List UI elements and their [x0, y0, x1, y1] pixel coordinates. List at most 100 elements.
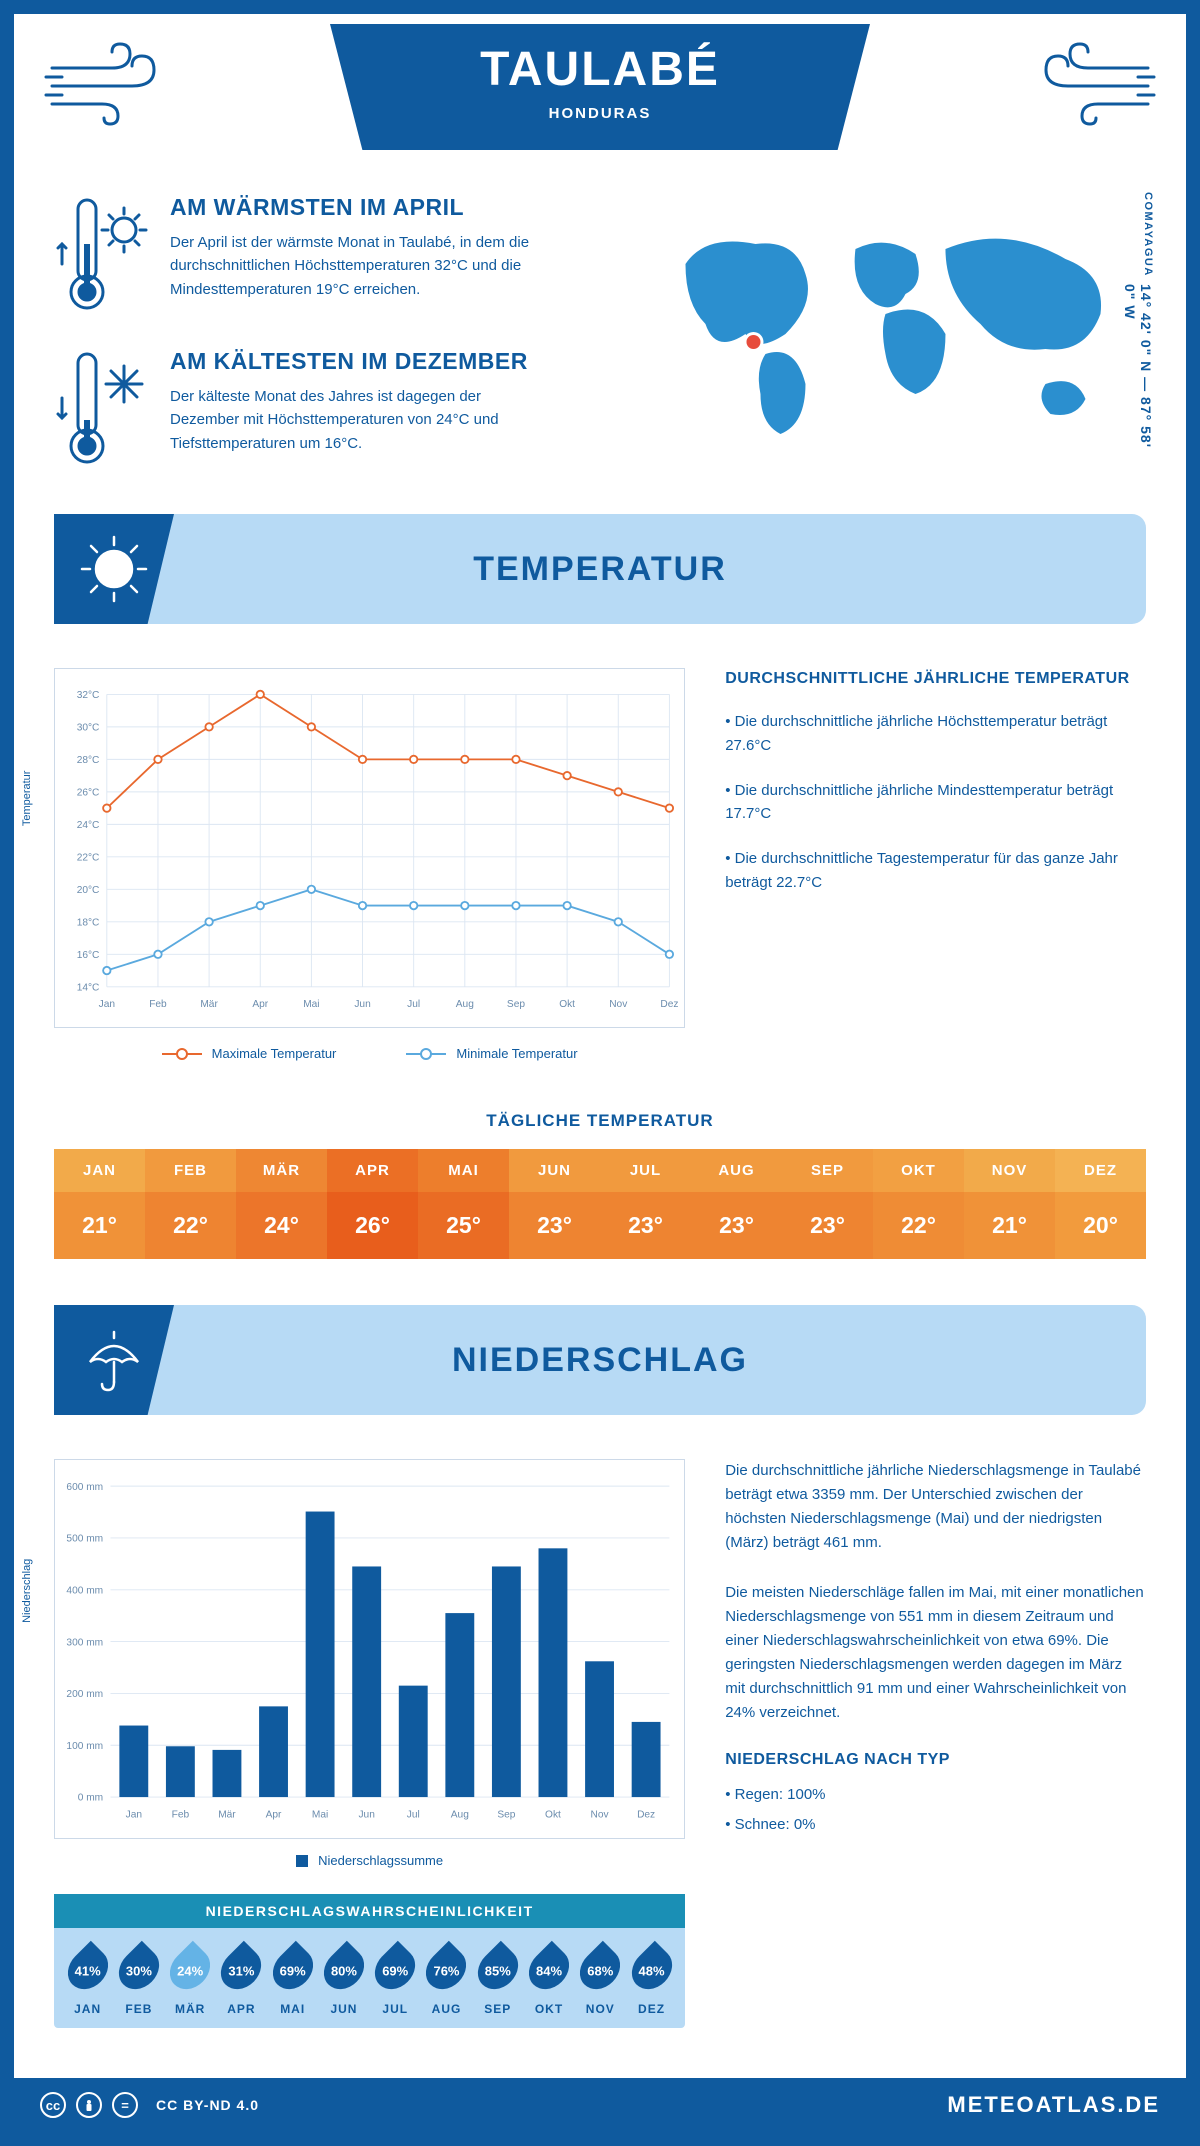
probability-box: NIEDERSCHLAGSWAHRSCHEINLICHKEIT 41% JAN … [54, 1894, 685, 2028]
month-cell: JUL 23° [600, 1149, 691, 1259]
svg-text:Okt: Okt [545, 1809, 561, 1820]
svg-text:22°C: 22°C [77, 853, 100, 864]
month-cell: DEZ 20° [1055, 1149, 1146, 1259]
svg-text:28°C: 28°C [77, 755, 100, 766]
section-bar-temp: TEMPERATUR [54, 514, 1146, 624]
cold-text: AM KÄLTESTEN IM DEZEMBER Der kälteste Mo… [170, 348, 550, 468]
svg-text:Sep: Sep [497, 1809, 515, 1820]
temp-text: DURCHSCHNITTLICHE JÄHRLICHE TEMPERATUR •… [725, 668, 1146, 1061]
warm-block: AM WÄRMSTEN IM APRIL Der April ist der w… [54, 194, 605, 314]
precip-legend: Niederschlagssumme [54, 1853, 685, 1868]
prob-cell: 80% JUN [318, 1942, 369, 2016]
warm-title: AM WÄRMSTEN IM APRIL [170, 194, 550, 221]
coordinates: 14° 42' 0" N — 87° 58' 0" W [1122, 284, 1154, 468]
prob-cell: 69% MAI [267, 1942, 318, 2016]
temp-area: Temperatur 14°C16°C18°C20°C22°C24°C26°C2… [14, 624, 1186, 1085]
map-block: COMAYAGUA 14° 42' 0" N — 87° 58' 0" W [645, 194, 1146, 468]
svg-text:Jan: Jan [99, 999, 115, 1010]
svg-text:14°C: 14°C [77, 982, 100, 993]
svg-text:Jun: Jun [358, 1809, 374, 1820]
svg-text:Feb: Feb [172, 1809, 190, 1820]
month-cell: JUN 23° [509, 1149, 600, 1259]
prob-cell: 48% DEZ [626, 1942, 677, 2016]
svg-text:Okt: Okt [559, 999, 575, 1010]
nd-icon: = [112, 2092, 138, 2118]
prob-cell: 30% FEB [113, 1942, 164, 2016]
prob-cell: 31% APR [216, 1942, 267, 2016]
city-name: TAULABÉ [430, 42, 770, 97]
prob-cell: 76% AUG [421, 1942, 472, 2016]
month-cell: JAN 21° [54, 1149, 145, 1259]
precip-area: Niederschlag 0 mm100 mm200 mm300 mm400 m… [14, 1415, 1186, 2058]
svg-text:Apr: Apr [266, 1809, 282, 1820]
month-cell: AUG 23° [691, 1149, 782, 1259]
month-cell: NOV 21° [964, 1149, 1055, 1259]
svg-text:Feb: Feb [149, 999, 167, 1010]
avg-p2: • Die durchschnittliche jährliche Mindes… [725, 779, 1146, 826]
svg-text:20°C: 20°C [77, 885, 100, 896]
world-map-icon [645, 194, 1146, 454]
month-cell: FEB 22° [145, 1149, 236, 1259]
section-title-temp: TEMPERATUR [473, 550, 727, 589]
temp-legend: Maximale Temperatur Minimale Temperatur [54, 1046, 685, 1061]
cold-block: AM KÄLTESTEN IM DEZEMBER Der kälteste Mo… [54, 348, 605, 468]
footer: cc = CC BY-ND 4.0 METEOATLAS.DE [14, 2078, 1186, 2132]
svg-text:0 mm: 0 mm [78, 1793, 103, 1804]
section-bar-precip: NIEDERSCHLAG [54, 1305, 1146, 1415]
umbrella-icon [54, 1305, 174, 1415]
svg-text:Aug: Aug [456, 999, 474, 1010]
by-icon [76, 2092, 102, 2118]
svg-text:200 mm: 200 mm [66, 1689, 103, 1700]
wind-icon-right [1028, 38, 1158, 128]
prob-cell: 85% SEP [472, 1942, 523, 2016]
license-text: CC BY-ND 4.0 [156, 2097, 259, 2113]
svg-text:Jun: Jun [354, 999, 370, 1010]
month-cell: OKT 22° [873, 1149, 964, 1259]
svg-text:24°C: 24°C [77, 820, 100, 831]
svg-text:Jul: Jul [407, 999, 420, 1010]
prob-cell: 69% JUL [370, 1942, 421, 2016]
avg-heading: DURCHSCHNITTLICHE JÄHRLICHE TEMPERATUR [725, 668, 1146, 690]
svg-text:300 mm: 300 mm [66, 1637, 103, 1648]
svg-text:16°C: 16°C [77, 950, 100, 961]
precip-type1: • Regen: 100% [725, 1783, 1146, 1807]
title-banner: TAULABÉ HONDURAS [330, 24, 870, 150]
month-cell: APR 26° [327, 1149, 418, 1259]
svg-text:400 mm: 400 mm [66, 1585, 103, 1596]
cc-icon: cc [40, 2092, 66, 2118]
probability-title: NIEDERSCHLAGSWAHRSCHEINLICHKEIT [54, 1894, 685, 1928]
thermometer-hot-icon [54, 194, 148, 314]
svg-text:Dez: Dez [660, 999, 678, 1010]
wind-icon-left [42, 38, 172, 128]
sun-icon [54, 514, 174, 624]
svg-text:Jul: Jul [407, 1809, 420, 1820]
svg-text:30°C: 30°C [77, 723, 100, 734]
cold-body: Der kälteste Monat des Jahres ist dagege… [170, 385, 550, 455]
precip-left: Niederschlag 0 mm100 mm200 mm300 mm400 m… [54, 1459, 685, 2028]
daily-strip: JAN 21° FEB 22° MÄR 24° APR 26° MAI 25° … [54, 1149, 1146, 1259]
prob-cell: 84% OKT [523, 1942, 574, 2016]
legend-min: Minimale Temperatur [406, 1046, 577, 1061]
svg-text:Aug: Aug [451, 1809, 469, 1820]
month-cell: MAI 25° [418, 1149, 509, 1259]
svg-text:18°C: 18°C [77, 918, 100, 929]
prob-cell: 68% NOV [575, 1942, 626, 2016]
region-label: COMAYAGUA [1142, 192, 1154, 277]
svg-text:Mai: Mai [303, 999, 319, 1010]
svg-text:Sep: Sep [507, 999, 525, 1010]
prob-cell: 41% JAN [62, 1942, 113, 2016]
precip-type-heading: NIEDERSCHLAG NACH TYP [725, 1751, 1146, 1769]
precip-p1: Die durchschnittliche jährliche Niedersc… [725, 1459, 1146, 1555]
precip-ylabel: Niederschlag [21, 1559, 33, 1623]
thermometer-cold-icon [54, 348, 148, 468]
svg-text:Jan: Jan [126, 1809, 142, 1820]
svg-text:Mai: Mai [312, 1809, 328, 1820]
temp-ylabel: Temperatur [21, 771, 33, 827]
svg-text:Mär: Mär [200, 999, 218, 1010]
precip-type2: • Schnee: 0% [725, 1813, 1146, 1837]
info-left: AM WÄRMSTEN IM APRIL Der April ist der w… [54, 194, 605, 468]
cold-title: AM KÄLTESTEN IM DEZEMBER [170, 348, 550, 375]
warm-text: AM WÄRMSTEN IM APRIL Der April ist der w… [170, 194, 550, 314]
svg-text:Mär: Mär [218, 1809, 236, 1820]
country-name: HONDURAS [430, 105, 770, 122]
